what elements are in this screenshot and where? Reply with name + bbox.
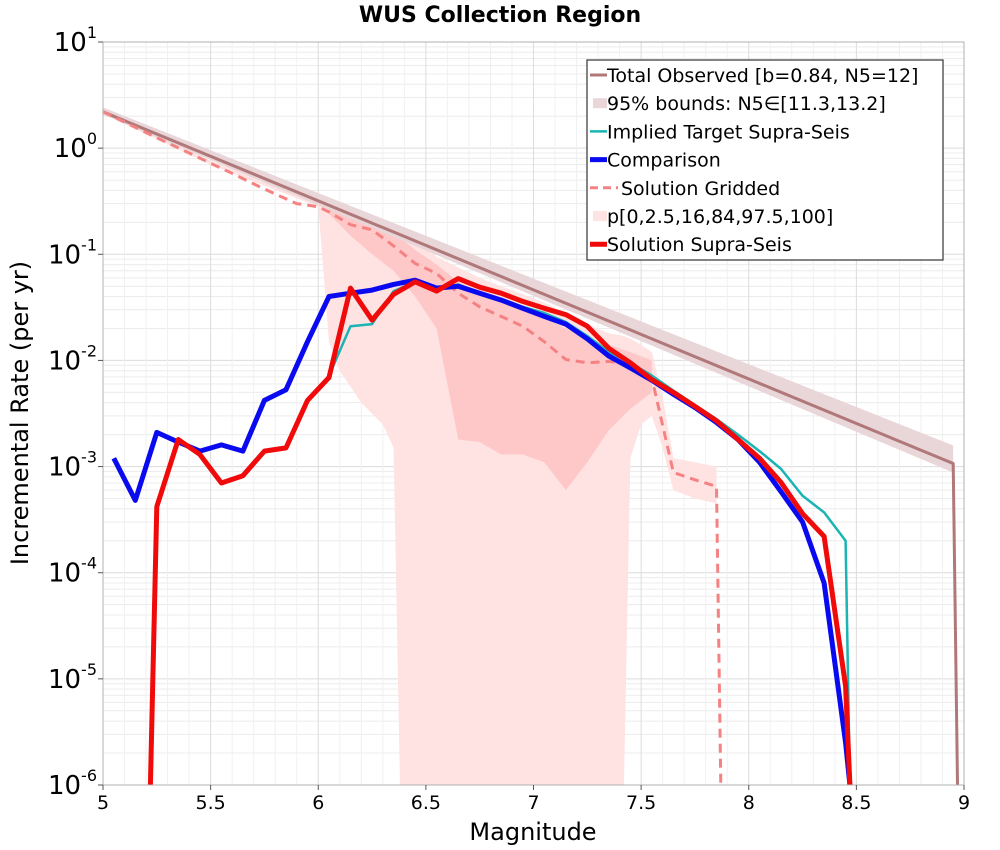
y-tick-label: 10-5 bbox=[48, 660, 97, 695]
x-tick-label: 5 bbox=[97, 792, 109, 814]
legend-swatch bbox=[593, 211, 607, 221]
x-tick-label: 7.5 bbox=[626, 792, 656, 814]
x-axis-label: Magnitude bbox=[469, 818, 596, 846]
x-tick-label: 8 bbox=[743, 792, 755, 814]
solution-supra-line bbox=[147, 276, 853, 786]
chart-title: WUS Collection Region bbox=[359, 3, 641, 28]
legend-label: p[0,2.5,16,84,97.5,100] bbox=[607, 206, 833, 228]
y-tick-label: 10-1 bbox=[48, 235, 97, 270]
legend: Total Observed [b=0.84, N5=12] 95% bounds… bbox=[586, 59, 944, 261]
y-tick-label: 10-2 bbox=[48, 341, 97, 376]
legend-label: Comparison bbox=[607, 150, 721, 172]
y-tick-label: 10-3 bbox=[48, 448, 97, 483]
series-lines bbox=[102, 110, 959, 786]
legend-box bbox=[586, 59, 944, 261]
axes: 5 5.5 6 6.5 7 7.5 8 8.5 9 10-6 10-5 10-4 10-3 10-2 10-… bbox=[48, 23, 970, 814]
total-observed-line bbox=[102, 110, 959, 786]
y-tick-label: 10-6 bbox=[48, 766, 97, 801]
legend-label: Implied Target Supra-Seis bbox=[607, 121, 850, 143]
legend-label: Solution Gridded bbox=[621, 178, 780, 200]
legend-swatch bbox=[593, 98, 607, 109]
y-tick-label: 101 bbox=[54, 23, 97, 58]
legend-label: 95% bounds: N5∈[11.3,13.2] bbox=[607, 93, 886, 115]
x-tick-label: 8.5 bbox=[841, 792, 871, 814]
x-tick-label: 6 bbox=[312, 792, 324, 814]
y-tick-label: 100 bbox=[54, 129, 97, 164]
y-tick-label: 10-4 bbox=[48, 554, 97, 589]
x-tick-label: 5.5 bbox=[196, 792, 226, 814]
legend-label: Total Observed [b=0.84, N5=12] bbox=[606, 65, 918, 87]
x-tick-label: 9 bbox=[958, 792, 970, 814]
y-axis-label: Incremental Rate (per yr) bbox=[6, 261, 34, 565]
percentile-inner-band bbox=[329, 203, 652, 491]
x-tick-label: 7 bbox=[527, 792, 539, 814]
percentile-outer-band bbox=[103, 109, 717, 785]
x-tick-label: 6.5 bbox=[411, 792, 441, 814]
legend-label: Solution Supra-Seis bbox=[607, 234, 792, 256]
